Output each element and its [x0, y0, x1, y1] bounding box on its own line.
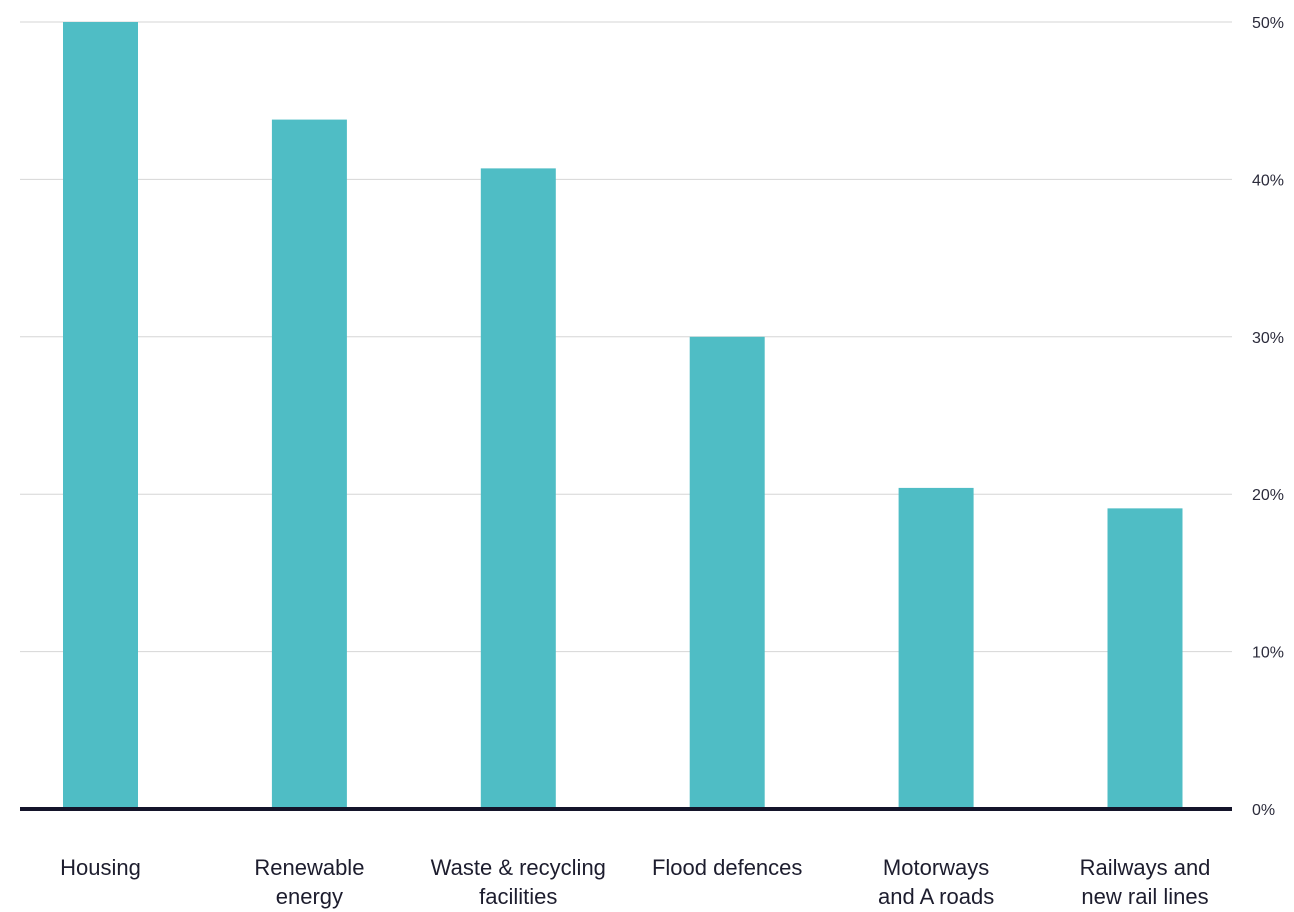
- bar-3: [689, 336, 765, 809]
- y-axis-tick-labels: 0% 10% 20% 30% 40% 50%: [1252, 15, 1284, 819]
- x-category-label-1: Renewable energy: [254, 855, 364, 909]
- x-axis-category-labels: Housing Renewable energy Waste & recycling f…: [60, 855, 1210, 909]
- x-category-label-4: Motorways and A roads: [878, 855, 994, 909]
- gridlines: [20, 21, 1232, 653]
- x-category-label-5: Railways and new rail lines: [1080, 855, 1211, 909]
- y-tick-label-50: 50%: [1252, 15, 1284, 32]
- bar-2: [480, 168, 556, 809]
- y-tick-label-20: 20%: [1252, 487, 1284, 504]
- y-tick-label-10: 10%: [1252, 645, 1284, 662]
- y-tick-label-0: 0%: [1252, 802, 1275, 819]
- bar-1: [271, 119, 347, 809]
- bar-0: [63, 22, 138, 809]
- y-tick-label-40: 40%: [1252, 172, 1284, 189]
- x-category-label-0: Housing: [60, 855, 141, 880]
- bars: [63, 22, 1183, 809]
- x-category-label-3: Flood defences: [652, 855, 802, 880]
- x-category-label-2: Waste & recycling facilities: [431, 855, 606, 909]
- bar-5: [1107, 508, 1183, 809]
- bar-4: [898, 487, 974, 809]
- y-tick-label-30: 30%: [1252, 330, 1284, 347]
